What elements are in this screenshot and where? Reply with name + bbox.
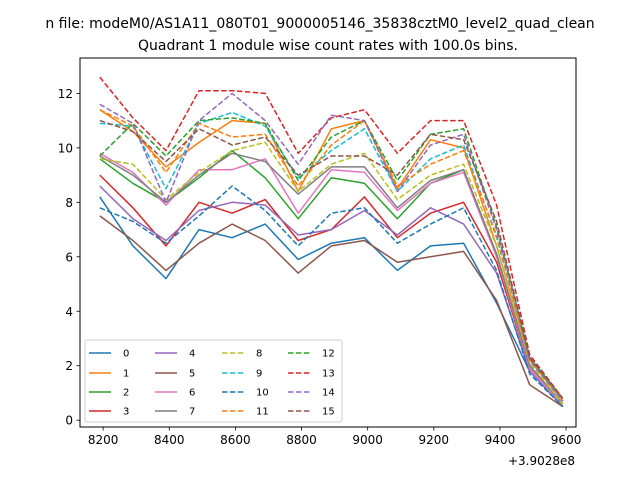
x-tick-label: 8400 xyxy=(154,433,185,447)
legend-label-10: 10 xyxy=(256,388,269,399)
series-line-1 xyxy=(99,109,564,402)
x-tick-label: 9400 xyxy=(485,433,516,447)
legend-label-8: 8 xyxy=(256,349,262,360)
series-line-5 xyxy=(99,215,564,408)
legend-label-15: 15 xyxy=(322,407,335,418)
series-line-11 xyxy=(99,109,564,402)
x-tick-label: 9200 xyxy=(419,433,450,447)
y-tick-label: 12 xyxy=(58,87,73,101)
series-line-8 xyxy=(99,141,564,405)
legend-label-5: 5 xyxy=(189,369,195,380)
y-tick-label: 2 xyxy=(65,359,73,373)
y-tick-label: 10 xyxy=(58,141,73,155)
x-tick-label: 8200 xyxy=(88,433,119,447)
y-tick-label: 4 xyxy=(65,305,73,319)
x-tick-label: 9000 xyxy=(352,433,383,447)
series-line-10 xyxy=(99,185,564,408)
y-tick-label: 0 xyxy=(65,414,73,428)
x-tick-label: 8600 xyxy=(220,433,251,447)
legend-label-11: 11 xyxy=(256,407,269,418)
legend-label-13: 13 xyxy=(322,369,335,380)
x-tick-label: 9600 xyxy=(551,433,582,447)
legend-label-0: 0 xyxy=(123,349,129,360)
x-offset-label: +3.9028e8 xyxy=(508,454,575,468)
x-tick-label: 8800 xyxy=(286,433,317,447)
legend-label-3: 3 xyxy=(123,407,129,418)
series-line-4 xyxy=(99,185,564,408)
figure-suptitle: n file: modeM0/AS1A11_080T01_9000005146_… xyxy=(45,16,594,32)
series-line-13 xyxy=(99,76,564,399)
legend-label-2: 2 xyxy=(123,388,129,399)
legend-label-12: 12 xyxy=(322,349,335,360)
chart-title: Quadrant 1 module wise count rates with … xyxy=(138,38,518,54)
legend-box xyxy=(84,339,343,423)
legend-label-9: 9 xyxy=(256,369,262,380)
legend-label-14: 14 xyxy=(322,388,335,399)
plot-area xyxy=(99,76,564,408)
y-tick-label: 6 xyxy=(65,250,73,264)
y-axis: 0 2 4 6 8 10 12 xyxy=(58,87,80,428)
legend-label-6: 6 xyxy=(189,388,195,399)
series-line-14 xyxy=(99,92,564,402)
x-axis: 8200 8400 8600 8800 9000 9200 9400 9600 xyxy=(88,427,581,447)
legend-label-4: 4 xyxy=(189,349,195,360)
axes-frame xyxy=(79,57,577,428)
legend-label-7: 7 xyxy=(189,407,195,418)
series-line-15 xyxy=(99,119,564,399)
legend-label-1: 1 xyxy=(123,369,129,380)
series-line-7 xyxy=(99,152,564,405)
y-tick-label: 8 xyxy=(65,196,73,210)
